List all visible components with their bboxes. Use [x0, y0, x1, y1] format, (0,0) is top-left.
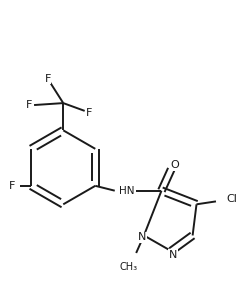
Text: F: F [8, 181, 15, 191]
Text: F: F [26, 100, 32, 110]
Text: N: N [138, 233, 146, 243]
Text: O: O [171, 160, 179, 170]
Text: Cl: Cl [226, 194, 236, 204]
Text: HN: HN [119, 186, 134, 196]
Text: F: F [86, 108, 93, 118]
Text: F: F [45, 74, 51, 84]
Text: CH₃: CH₃ [119, 262, 137, 272]
Text: N: N [169, 250, 177, 260]
